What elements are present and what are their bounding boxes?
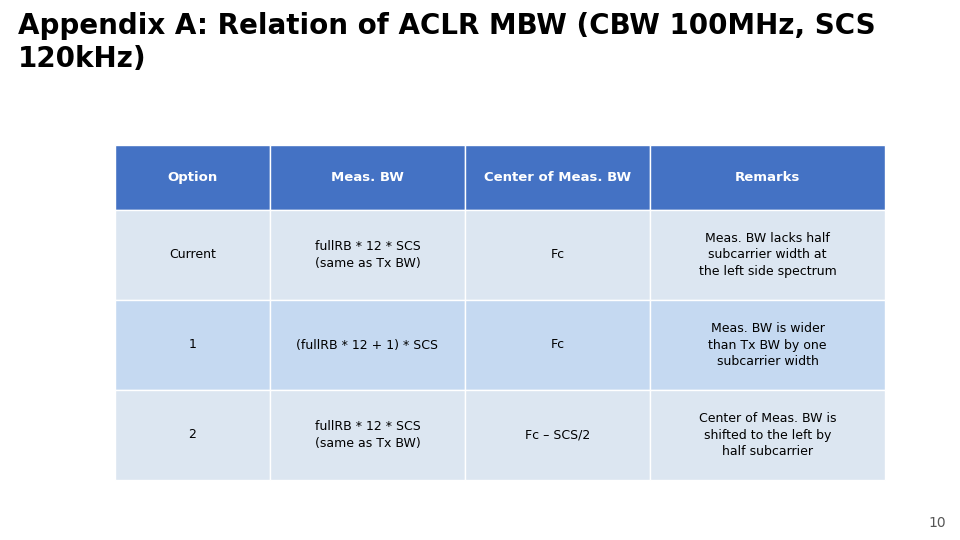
- Bar: [650, 390, 885, 480]
- Bar: [115, 210, 270, 300]
- Text: Fc: Fc: [550, 339, 564, 352]
- Text: Current: Current: [169, 248, 216, 261]
- Text: 1: 1: [188, 339, 197, 352]
- Text: fullRB * 12 * SCS
(same as Tx BW): fullRB * 12 * SCS (same as Tx BW): [315, 420, 420, 450]
- Text: Meas. BW lacks half
subcarrier width at
the left side spectrum: Meas. BW lacks half subcarrier width at …: [699, 232, 836, 278]
- Text: Fc: Fc: [550, 248, 564, 261]
- Text: 10: 10: [928, 516, 946, 530]
- Text: fullRB * 12 * SCS
(same as Tx BW): fullRB * 12 * SCS (same as Tx BW): [315, 240, 420, 270]
- Text: (fullRB * 12 + 1) * SCS: (fullRB * 12 + 1) * SCS: [297, 339, 439, 352]
- Text: Meas. BW is wider
than Tx BW by one
subcarrier width: Meas. BW is wider than Tx BW by one subc…: [708, 322, 827, 368]
- Text: 2: 2: [188, 429, 197, 442]
- Bar: [115, 145, 270, 210]
- Bar: [465, 390, 650, 480]
- Text: Center of Meas. BW: Center of Meas. BW: [484, 171, 631, 184]
- Text: Center of Meas. BW is
shifted to the left by
half subcarrier: Center of Meas. BW is shifted to the lef…: [699, 412, 836, 458]
- Text: Fc – SCS/2: Fc – SCS/2: [525, 429, 590, 442]
- Bar: [650, 210, 885, 300]
- Bar: [270, 145, 465, 210]
- Text: Appendix A: Relation of ACLR MBW (CBW 100MHz, SCS
120kHz): Appendix A: Relation of ACLR MBW (CBW 10…: [18, 12, 876, 73]
- Bar: [270, 390, 465, 480]
- Bar: [650, 300, 885, 390]
- Bar: [270, 300, 465, 390]
- Bar: [115, 390, 270, 480]
- Text: Option: Option: [167, 171, 218, 184]
- Bar: [270, 210, 465, 300]
- Bar: [650, 145, 885, 210]
- Bar: [465, 300, 650, 390]
- Bar: [115, 300, 270, 390]
- Bar: [465, 145, 650, 210]
- Text: Meas. BW: Meas. BW: [331, 171, 404, 184]
- Text: Remarks: Remarks: [734, 171, 801, 184]
- Bar: [465, 210, 650, 300]
